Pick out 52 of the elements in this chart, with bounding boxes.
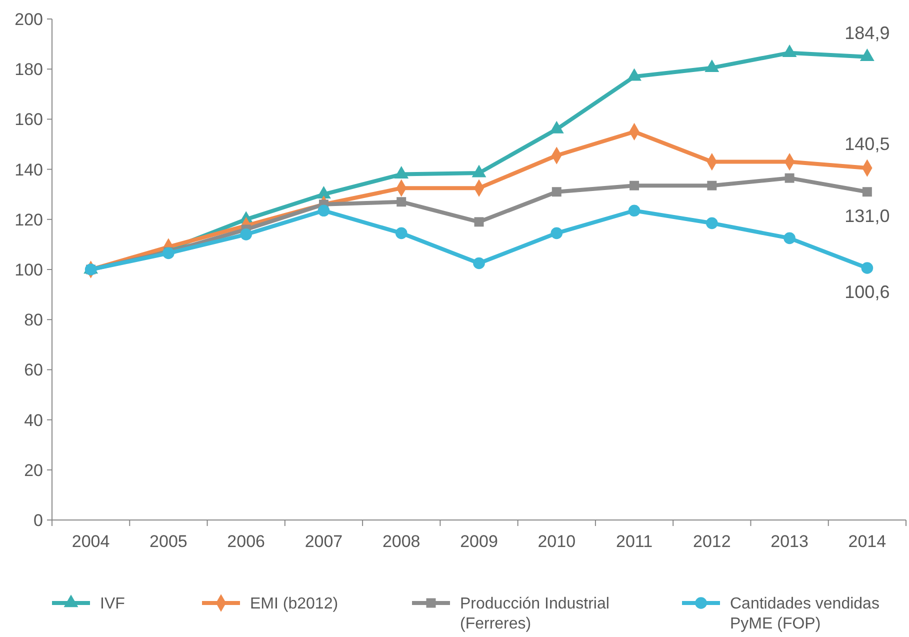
x-tick-label: 2012: [692, 532, 731, 551]
y-tick-label: 20: [24, 460, 43, 480]
y-tick-label: 100: [14, 260, 43, 280]
point: [474, 217, 484, 227]
point: [550, 227, 563, 240]
point: [395, 227, 408, 240]
y-tick-label: 0: [34, 510, 43, 530]
x-tick-label: 2007: [304, 532, 343, 551]
x-tick-label: 2008: [382, 532, 420, 551]
data-label: 140,5: [844, 134, 890, 154]
x-tick-label: 2004: [72, 532, 110, 551]
y-tick-label: 60: [24, 360, 43, 380]
y-tick-label: 180: [14, 60, 43, 80]
point: [706, 217, 718, 230]
x-tick-label: 2006: [227, 532, 266, 551]
legend-label: EMI (b2012): [250, 596, 338, 613]
y-tick-label: 200: [14, 10, 43, 29]
x-tick-label: 2010: [538, 532, 576, 551]
data-label: 131,0: [844, 206, 890, 226]
data-label: 100,6: [844, 282, 890, 302]
x-tick-label: 2011: [616, 532, 653, 551]
x-tick-label: 2005: [150, 532, 188, 551]
legend-label: IVF: [100, 596, 126, 613]
data-label: 184,9: [844, 22, 890, 43]
point: [784, 173, 794, 183]
point: [782, 44, 797, 57]
legend-label: Cantidades vendidas PyME (FOP): [730, 596, 880, 633]
point: [707, 180, 717, 190]
x-tick-label: 2014: [848, 532, 886, 551]
point: [628, 204, 640, 217]
point: [860, 48, 874, 61]
point: [784, 232, 796, 244]
point: [162, 247, 174, 260]
y-tick-label: 120: [14, 210, 43, 230]
y-tick-label: 160: [14, 110, 43, 130]
point: [396, 197, 406, 207]
point: [704, 60, 720, 72]
point: [473, 257, 485, 270]
x-tick-label: 2009: [460, 532, 498, 551]
legend-label: Producción Industrial (Ferreres): [460, 596, 610, 633]
point: [549, 120, 564, 134]
point: [240, 228, 252, 240]
point: [552, 187, 562, 197]
point: [862, 187, 872, 197]
point: [318, 204, 330, 217]
point: [630, 180, 640, 190]
y-tick-label: 140: [14, 160, 43, 180]
point: [861, 262, 874, 274]
y-tick-label: 80: [24, 310, 43, 330]
y-tick-label: 40: [24, 410, 43, 430]
point: [627, 68, 642, 81]
x-tick-label: 2013: [770, 532, 808, 551]
